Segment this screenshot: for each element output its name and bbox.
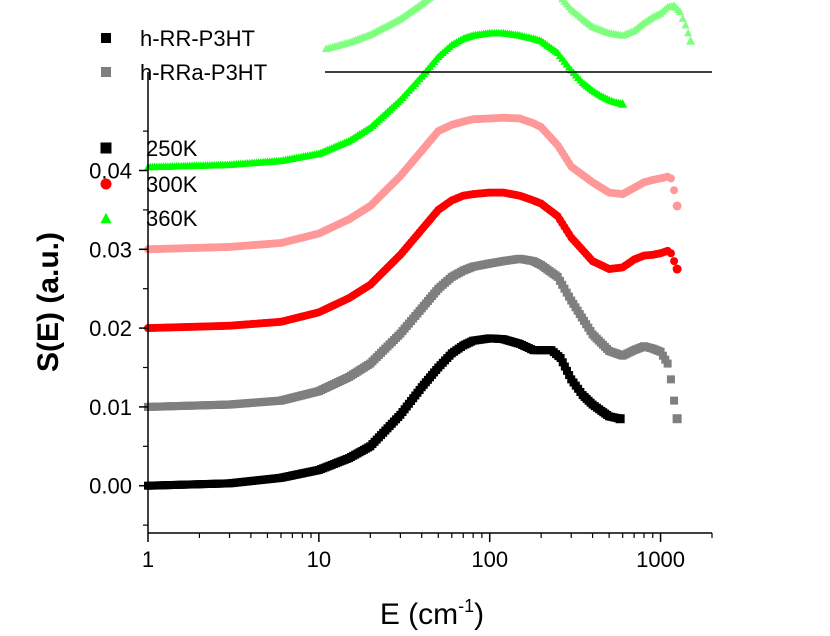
data-point [666,174,675,183]
series-3 [144,113,682,254]
data-point [556,354,565,363]
legend-label: h-RRa-P3HT [140,60,267,85]
data-point [678,14,687,22]
y-axis-title: S(E) (a.u.) [32,232,65,372]
data-point [666,375,675,384]
data-point [565,371,574,380]
data-point [670,186,679,195]
legend-marker [100,178,112,190]
tick-layer: 1 10 100 1000 0.00 0.01 0.02 0.03 0.04 [89,130,713,572]
x-axis-title-close: ) [474,598,484,631]
series-1 [144,254,682,424]
data-point [672,414,682,424]
series-0 [144,334,625,490]
legend-marker [100,142,112,154]
data-point [684,28,693,37]
series-2 [144,188,682,333]
x-axis-title: E (cm-1) [380,596,484,631]
y-axis-title-text: S(E) (a.u.) [32,232,65,372]
x-tick-label: 1 [142,547,154,572]
legend: h-RR-P3HT h-RRa-P3HT 250K 300K 360K [100,26,267,231]
legend-marker [100,212,112,224]
legend-label: 250K [146,136,198,161]
legend-marker [101,33,111,43]
x-tick-label: 10 [307,547,331,572]
data-point [672,201,682,211]
y-tick-label: 0.04 [89,159,132,184]
data-point [676,7,685,16]
data-point [426,0,434,1]
data-point [618,99,628,108]
data-point [560,362,569,371]
series-4 [144,28,628,171]
data-point [558,358,567,367]
data-point [686,36,696,45]
legend-label: 360K [146,206,198,231]
data-point [615,414,625,424]
data-point [681,20,690,29]
data-point [672,264,682,274]
legend-label: 300K [146,172,198,197]
data-point [663,359,672,368]
x-tick-label: 100 [471,547,508,572]
data-point [666,249,675,258]
x-axis-title-main: E (cm [380,598,458,631]
data-point [670,396,679,405]
data-point [670,257,679,266]
y-tick-label: 0.01 [89,395,132,420]
data-point [562,366,571,375]
x-axis-title-sup: -1 [458,596,474,616]
legend-marker [101,67,111,77]
y-tick-label: 0.03 [89,237,132,262]
legend-label: h-RR-P3HT [140,26,255,51]
y-tick-label: 0.00 [89,474,132,499]
series-5 [321,0,696,53]
data-layer [144,0,696,490]
x-tick-label: 1000 [636,547,685,572]
y-tick-label: 0.02 [89,316,132,341]
